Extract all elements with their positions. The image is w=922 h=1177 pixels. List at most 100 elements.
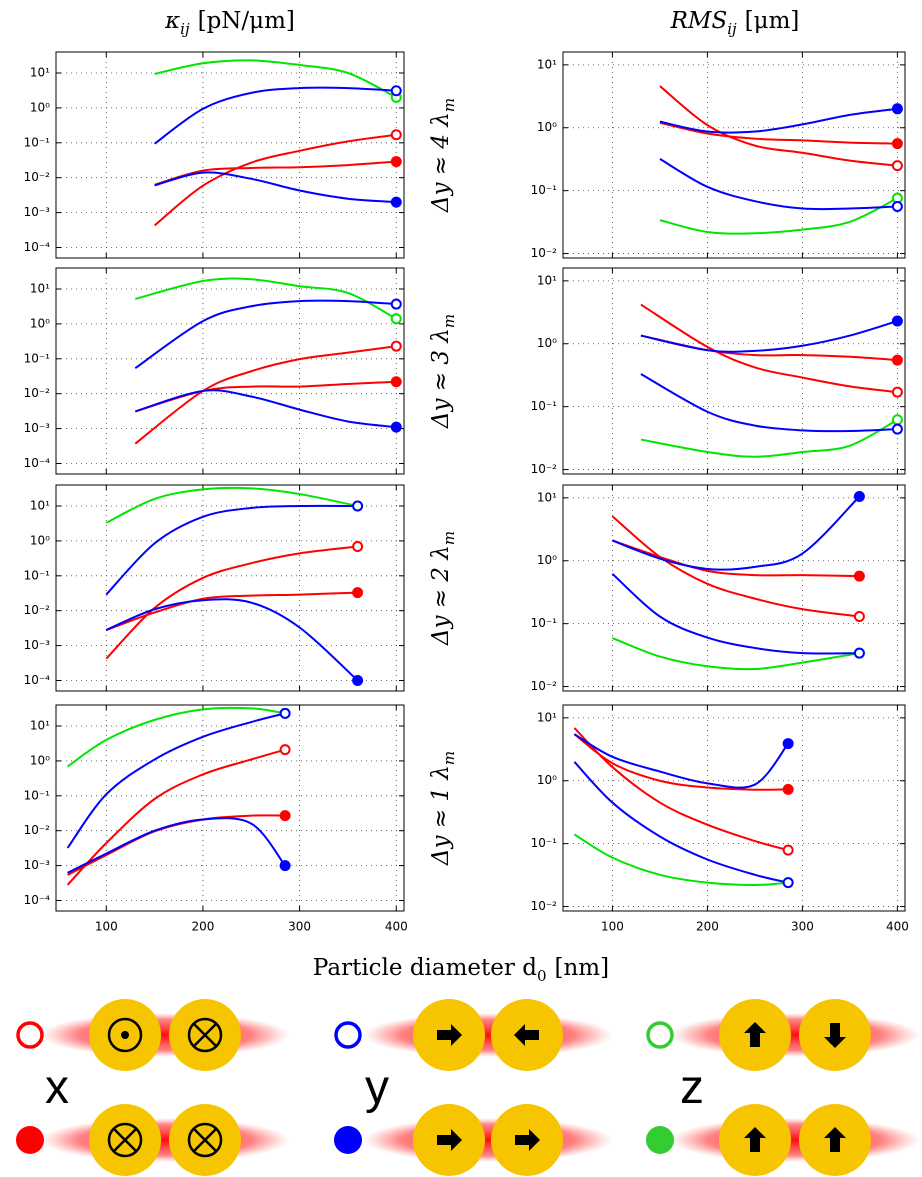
end-marker <box>279 744 291 756</box>
x-tick-label: 100 <box>95 920 118 934</box>
curve <box>573 733 789 789</box>
plot-area <box>56 705 404 911</box>
y-tick-label: 10¹ <box>537 273 557 287</box>
end-marker <box>782 877 794 889</box>
panel: 10⁻⁴ 10⁻³ 10⁻² 10⁻¹ 10⁰ 10¹ <box>24 267 405 475</box>
glow <box>40 1118 290 1162</box>
curve <box>154 171 397 204</box>
y-tick-label: 10⁻⁴ <box>24 893 51 907</box>
curve <box>573 761 789 884</box>
curve <box>105 591 358 631</box>
end-marker <box>891 354 903 366</box>
plot-area <box>563 52 905 258</box>
row-label: Δy ≈ 3 λm <box>428 314 458 429</box>
y-tick-label: 10¹ <box>30 719 50 733</box>
y-tick-label: 10⁻² <box>24 823 51 837</box>
y-tick-label: 10¹ <box>537 490 557 504</box>
panel: 10⁻⁴ 10⁻³ 10⁻² 10⁻¹ 10⁰ 10¹ <box>24 51 405 259</box>
y-tick-label: 10¹ <box>30 499 50 513</box>
curve <box>640 418 898 458</box>
y-tick-label: 10⁻³ <box>24 421 51 435</box>
curve <box>611 573 860 655</box>
y-tick-label: 10⁰ <box>30 100 50 114</box>
end-marker <box>891 414 903 426</box>
legend-marker-filled <box>334 1126 362 1154</box>
end-marker <box>891 200 903 212</box>
end-marker <box>390 156 402 168</box>
y-tick-label: 10⁻⁴ <box>24 456 51 470</box>
row-label-text: Δy ≈ 3 λ <box>428 328 454 429</box>
end-marker <box>853 647 865 659</box>
y-tick-label: 10⁻² <box>24 603 51 617</box>
plot-area <box>56 52 404 258</box>
y-tick-label: 10⁻² <box>24 170 51 184</box>
row-label-subscript: m <box>440 98 458 112</box>
plot-area <box>56 485 404 691</box>
curve <box>659 158 898 211</box>
axes-box <box>55 51 405 259</box>
end-marker <box>279 707 291 719</box>
column-title: κij [pN/μm] <box>164 8 295 38</box>
curve <box>105 486 358 524</box>
glow <box>363 1118 613 1162</box>
series-group <box>611 491 865 671</box>
row-label-subscript: m <box>440 531 458 545</box>
curve <box>154 86 397 145</box>
curve <box>573 833 789 887</box>
plot-area <box>56 268 404 474</box>
end-marker <box>390 196 402 208</box>
end-marker <box>782 783 794 795</box>
title-subscript: ij <box>180 20 190 38</box>
series-group <box>640 303 903 458</box>
y-tick-label: 10⁻³ <box>24 205 51 219</box>
curve <box>105 504 358 596</box>
y-tick-label: 10⁻¹ <box>531 183 558 197</box>
curve <box>67 817 286 874</box>
curve <box>66 712 286 849</box>
end-marker <box>891 386 903 398</box>
panel: 10⁻² 10⁻¹ 10⁰ 10¹ 100 200 300 400 <box>531 704 909 934</box>
axes-box <box>55 267 405 475</box>
y-tick-label: 10⁻² <box>531 462 558 476</box>
glow <box>670 1118 920 1162</box>
end-marker <box>891 103 903 115</box>
end-marker <box>352 674 364 686</box>
x-tick-label: 300 <box>288 920 311 934</box>
row-label: Δy ≈ 4 λm <box>428 98 458 213</box>
xlabel-text: Particle diameter d <box>313 955 537 981</box>
panel: 10⁻² 10⁻¹ 10⁰ 10¹ <box>531 51 906 260</box>
y-tick-label: 10⁰ <box>30 316 50 330</box>
axes-box <box>562 267 906 475</box>
curve <box>66 748 286 886</box>
title-symbol: RMS <box>670 8 728 34</box>
plot-area <box>563 268 905 474</box>
title-symbol: κ <box>164 8 180 34</box>
end-marker <box>853 491 865 503</box>
y-tick-label: 10⁻¹ <box>24 568 51 582</box>
legend-marker-filled <box>646 1126 674 1154</box>
y-tick-label: 10¹ <box>537 710 557 724</box>
end-marker <box>352 587 364 599</box>
row-label-subscript: m <box>440 751 458 765</box>
end-marker <box>891 423 903 435</box>
title-unit: [pN/μm] <box>198 8 295 34</box>
end-marker <box>390 129 402 141</box>
y-tick-label: 10⁰ <box>537 553 557 567</box>
series-group <box>659 85 903 235</box>
y-tick-label: 10⁰ <box>537 120 557 134</box>
legend-marker-open <box>334 1021 362 1049</box>
curve <box>134 389 397 429</box>
y-tick-label: 10⁻¹ <box>24 135 51 149</box>
y-tick-label: 10¹ <box>537 57 557 71</box>
x-tick-label: 200 <box>191 920 214 934</box>
x-tick-label: 400 <box>886 920 909 934</box>
x-tick-label: 200 <box>696 920 719 934</box>
end-marker <box>891 138 903 150</box>
curve <box>611 515 860 618</box>
end-marker <box>782 844 794 856</box>
legend-label: z <box>680 1061 704 1114</box>
column-title: RMSij [μm] <box>670 8 800 38</box>
